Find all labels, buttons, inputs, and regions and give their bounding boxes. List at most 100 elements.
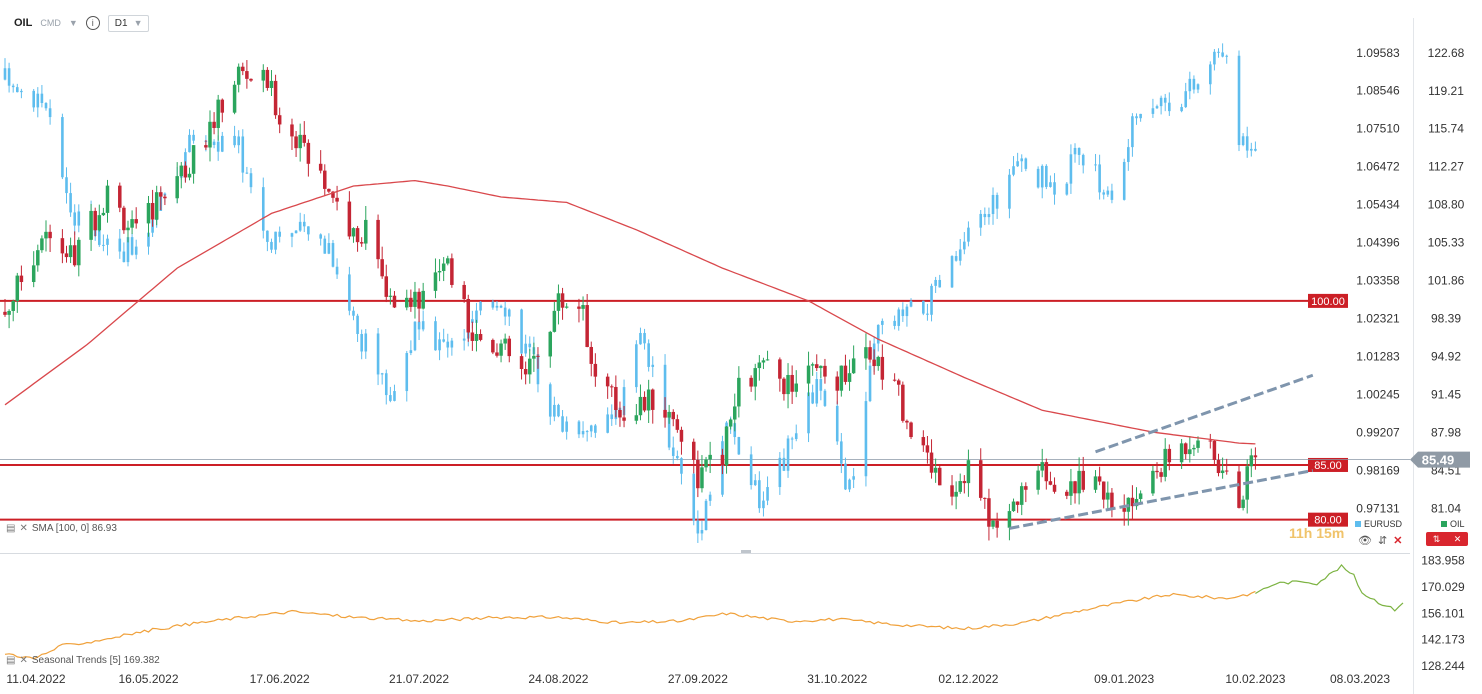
price-candle [753, 368, 757, 387]
eurusd-candle [3, 68, 7, 80]
price-candle [474, 333, 479, 341]
price-candle [323, 170, 327, 189]
eurusd-candle [958, 249, 962, 261]
price-candle [1110, 492, 1114, 509]
price-candle [925, 445, 930, 453]
eurusd-candle [462, 338, 466, 341]
eurusd-tick-label: 1.05434 [1356, 198, 1400, 212]
price-candle [950, 485, 954, 497]
price-candle [782, 378, 786, 395]
eurusd-candle [876, 324, 880, 344]
price-tick-label: 98.39 [1431, 312, 1461, 326]
close-icon[interactable]: ✕ [1393, 535, 1403, 547]
info-icon[interactable]: i [85, 16, 100, 30]
eye-icon[interactable]: 👁 [1358, 535, 1372, 547]
price-candle [48, 231, 52, 239]
indicator-settings-icon[interactable]: ▤ [6, 523, 16, 534]
eurusd-candle [1188, 78, 1192, 92]
price-candle [470, 332, 475, 341]
price-tick-label: 112.27 [1428, 160, 1464, 174]
close-icon[interactable]: ✕ [1453, 533, 1462, 544]
price-candle [585, 305, 589, 347]
price-candle [503, 338, 507, 344]
price-candle [905, 420, 909, 423]
eurusd-candle [237, 136, 240, 146]
price-candle [536, 355, 540, 357]
eurusd-candle [499, 305, 503, 308]
eurusd-candle [97, 219, 101, 245]
eurusd-candle [20, 90, 23, 93]
eurusd-candle [708, 494, 712, 501]
symbol-label[interactable]: OIL [14, 17, 33, 29]
price-candle [306, 142, 311, 164]
legend-eurusd[interactable]: EURUSD [1355, 519, 1402, 529]
eurusd-candle [790, 438, 794, 440]
seasonal-tick-label: 156.101 [1421, 606, 1465, 620]
eurusd-candle [507, 309, 511, 317]
price-tick-label: 119.21 [1428, 84, 1464, 98]
pane-resize-handle[interactable] [741, 550, 751, 553]
price-candle [663, 409, 667, 418]
legend-oil[interactable]: OIL [1441, 519, 1465, 529]
eurusd-candle [192, 134, 195, 141]
price-candle [191, 145, 196, 174]
eurusd-candle [1217, 51, 1220, 53]
price-candle [359, 242, 364, 244]
eurusd-candle [635, 344, 638, 388]
series-settings-icon[interactable]: ⇅ [1432, 533, 1441, 544]
price-candle [269, 80, 274, 88]
eurusd-candle [667, 413, 671, 448]
price-candle [1188, 449, 1192, 455]
price-candle [499, 343, 503, 356]
price-candle [236, 66, 241, 85]
price-candle [757, 362, 762, 369]
price-candle [44, 231, 48, 239]
eurusd-candle [450, 340, 454, 348]
price-candle [392, 295, 397, 308]
price-tick-label: 115.74 [1428, 122, 1464, 136]
price-candle [548, 331, 553, 357]
price-candle [847, 373, 852, 382]
price-candle [208, 121, 212, 148]
price-candle [441, 263, 446, 271]
eurusd-candle [245, 172, 249, 174]
eurusd-candle [475, 310, 478, 323]
price-candle [335, 197, 339, 202]
price-candle [298, 134, 302, 149]
price-candle [978, 460, 983, 498]
price-candle [405, 297, 409, 308]
eurusd-candle [934, 279, 937, 286]
price-candle [1130, 497, 1135, 507]
price-candle [577, 306, 581, 309]
chevron-down-icon[interactable]: ▼ [68, 18, 78, 28]
eurusd-candle [1012, 166, 1015, 175]
price-candle [1065, 491, 1069, 496]
eurusd-candle [356, 315, 359, 335]
timeframe-selector[interactable]: D1 ▼ [107, 14, 150, 32]
indicator-settings-icon[interactable]: ▤ [6, 655, 16, 666]
legend-swatch [1441, 521, 1447, 527]
price-candle [1106, 492, 1110, 500]
price-candle [437, 270, 442, 273]
eurusd-candle [1184, 91, 1188, 108]
price-candle [1167, 448, 1172, 463]
price-candle [1196, 440, 1200, 448]
seasonal-tick-label: 128.244 [1421, 659, 1465, 673]
move-updown-icon[interactable]: ⇵ [1377, 535, 1388, 547]
price-candle [1237, 471, 1241, 508]
eurusd-candle [130, 237, 134, 255]
eurusd-candle [766, 487, 769, 501]
eurusd-candle [65, 177, 68, 194]
price-candle [507, 338, 512, 357]
candle-countdown: 11h 15m [1289, 525, 1345, 541]
indicator-remove-icon[interactable]: ✕ [19, 523, 28, 534]
price-candle [249, 78, 253, 81]
eurusd-candle [479, 301, 482, 311]
indicator-remove-icon[interactable]: ✕ [19, 655, 28, 666]
eurusd-candle [118, 238, 122, 252]
eurusd-candle [188, 134, 191, 153]
price-candle [1040, 462, 1044, 471]
eurusd-candle [749, 454, 753, 486]
price-candle [519, 356, 524, 370]
